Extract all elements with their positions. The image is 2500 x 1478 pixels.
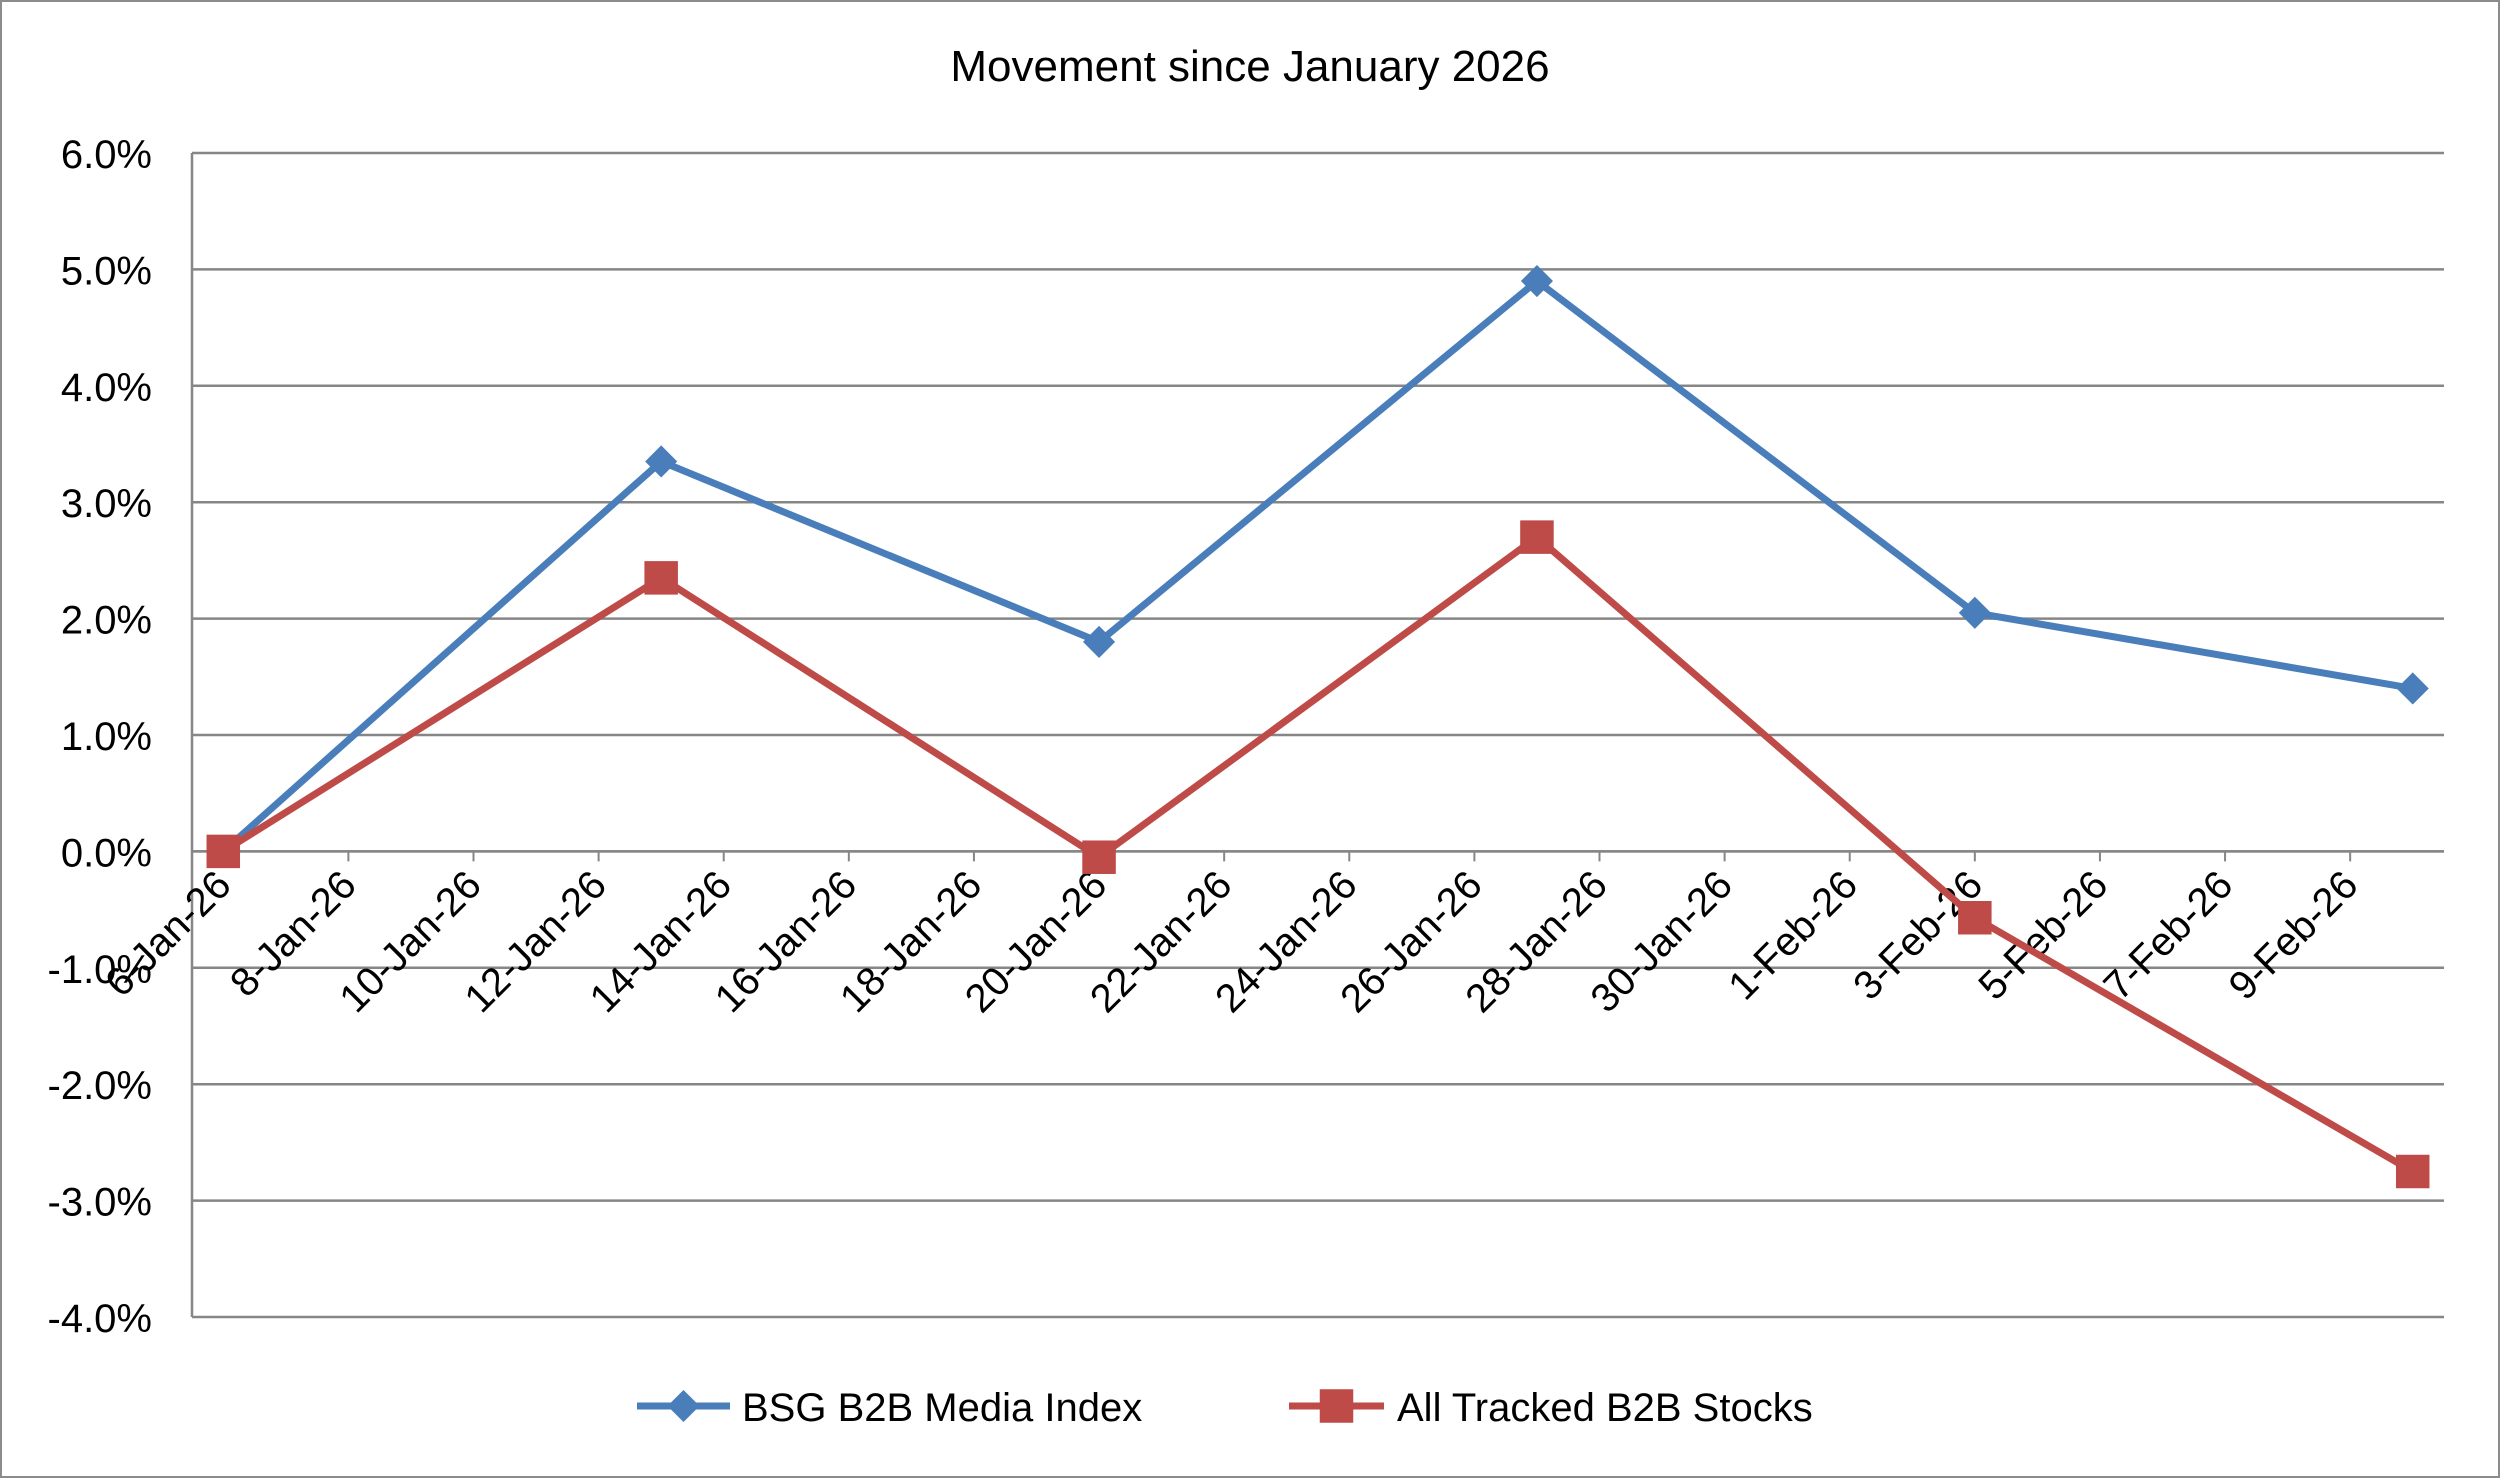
data-point	[644, 561, 678, 595]
y-tick-label: 6.0%	[61, 133, 152, 177]
x-tick-label: 6-Jan-26	[97, 863, 240, 1006]
y-tick-label: 2.0%	[61, 599, 152, 643]
x-tick-label: 1-Feb-26	[1720, 863, 1866, 1009]
x-tick-label: 9-Feb-26	[2221, 863, 2367, 1009]
data-point	[206, 834, 241, 869]
legend-item: BSG B2B Media Index	[637, 1386, 1142, 1430]
series-line	[219, 277, 2417, 855]
gridlines	[192, 151, 2444, 1319]
legend: BSG B2B Media Index All Tracked B2B Stock…	[637, 1386, 1813, 1430]
series-layer	[206, 264, 2430, 1189]
data-point	[1958, 596, 1991, 629]
legend-item: All Tracked B2B Stocks	[1289, 1386, 1813, 1430]
data-point	[1082, 625, 1116, 658]
data-point	[645, 445, 678, 478]
y-tick-label: 5.0%	[61, 249, 152, 293]
y-tick-label: 1.0%	[61, 715, 152, 759]
data-point	[2395, 1154, 2430, 1189]
y-tick-label: 3.0%	[61, 482, 152, 526]
y-tick-label: -2.0%	[48, 1064, 153, 1108]
y-tick-label: 4.0%	[61, 366, 152, 410]
series-2	[206, 520, 2430, 1189]
data-point	[1520, 520, 1554, 554]
data-point	[2396, 672, 2429, 705]
data-point	[1520, 264, 1554, 298]
y-tick-label: 0.0%	[61, 831, 152, 875]
y-axis: 6.0% 5.0% 4.0% 3.0% 2.0% 1.0% 0.0% -1.0% -2.0% -3…	[48, 133, 194, 1341]
legend-marker	[1319, 1389, 1354, 1423]
y-tick-label: -1.0%	[48, 948, 153, 992]
x-tick-label: 7-Feb-26	[2096, 863, 2242, 1009]
x-tick-label: 3-Feb-26	[1845, 863, 1991, 1009]
series-line	[219, 533, 2417, 1175]
series-1	[207, 264, 2429, 868]
x-axis: 6-Jan-268-Jan-2610-Jan-2612-Jan-2614-Jan…	[97, 850, 2444, 1021]
y-tick-label: -4.0%	[48, 1297, 153, 1341]
chart-title: Movement since January 2026	[950, 42, 1549, 91]
legend-label: All Tracked B2B Stocks	[1397, 1386, 1813, 1430]
y-tick-label: -3.0%	[48, 1181, 153, 1225]
data-point	[1082, 840, 1116, 874]
legend-marker	[667, 1389, 700, 1423]
data-point	[1958, 900, 1992, 935]
legend-label: BSG B2B Media Index	[742, 1386, 1142, 1430]
